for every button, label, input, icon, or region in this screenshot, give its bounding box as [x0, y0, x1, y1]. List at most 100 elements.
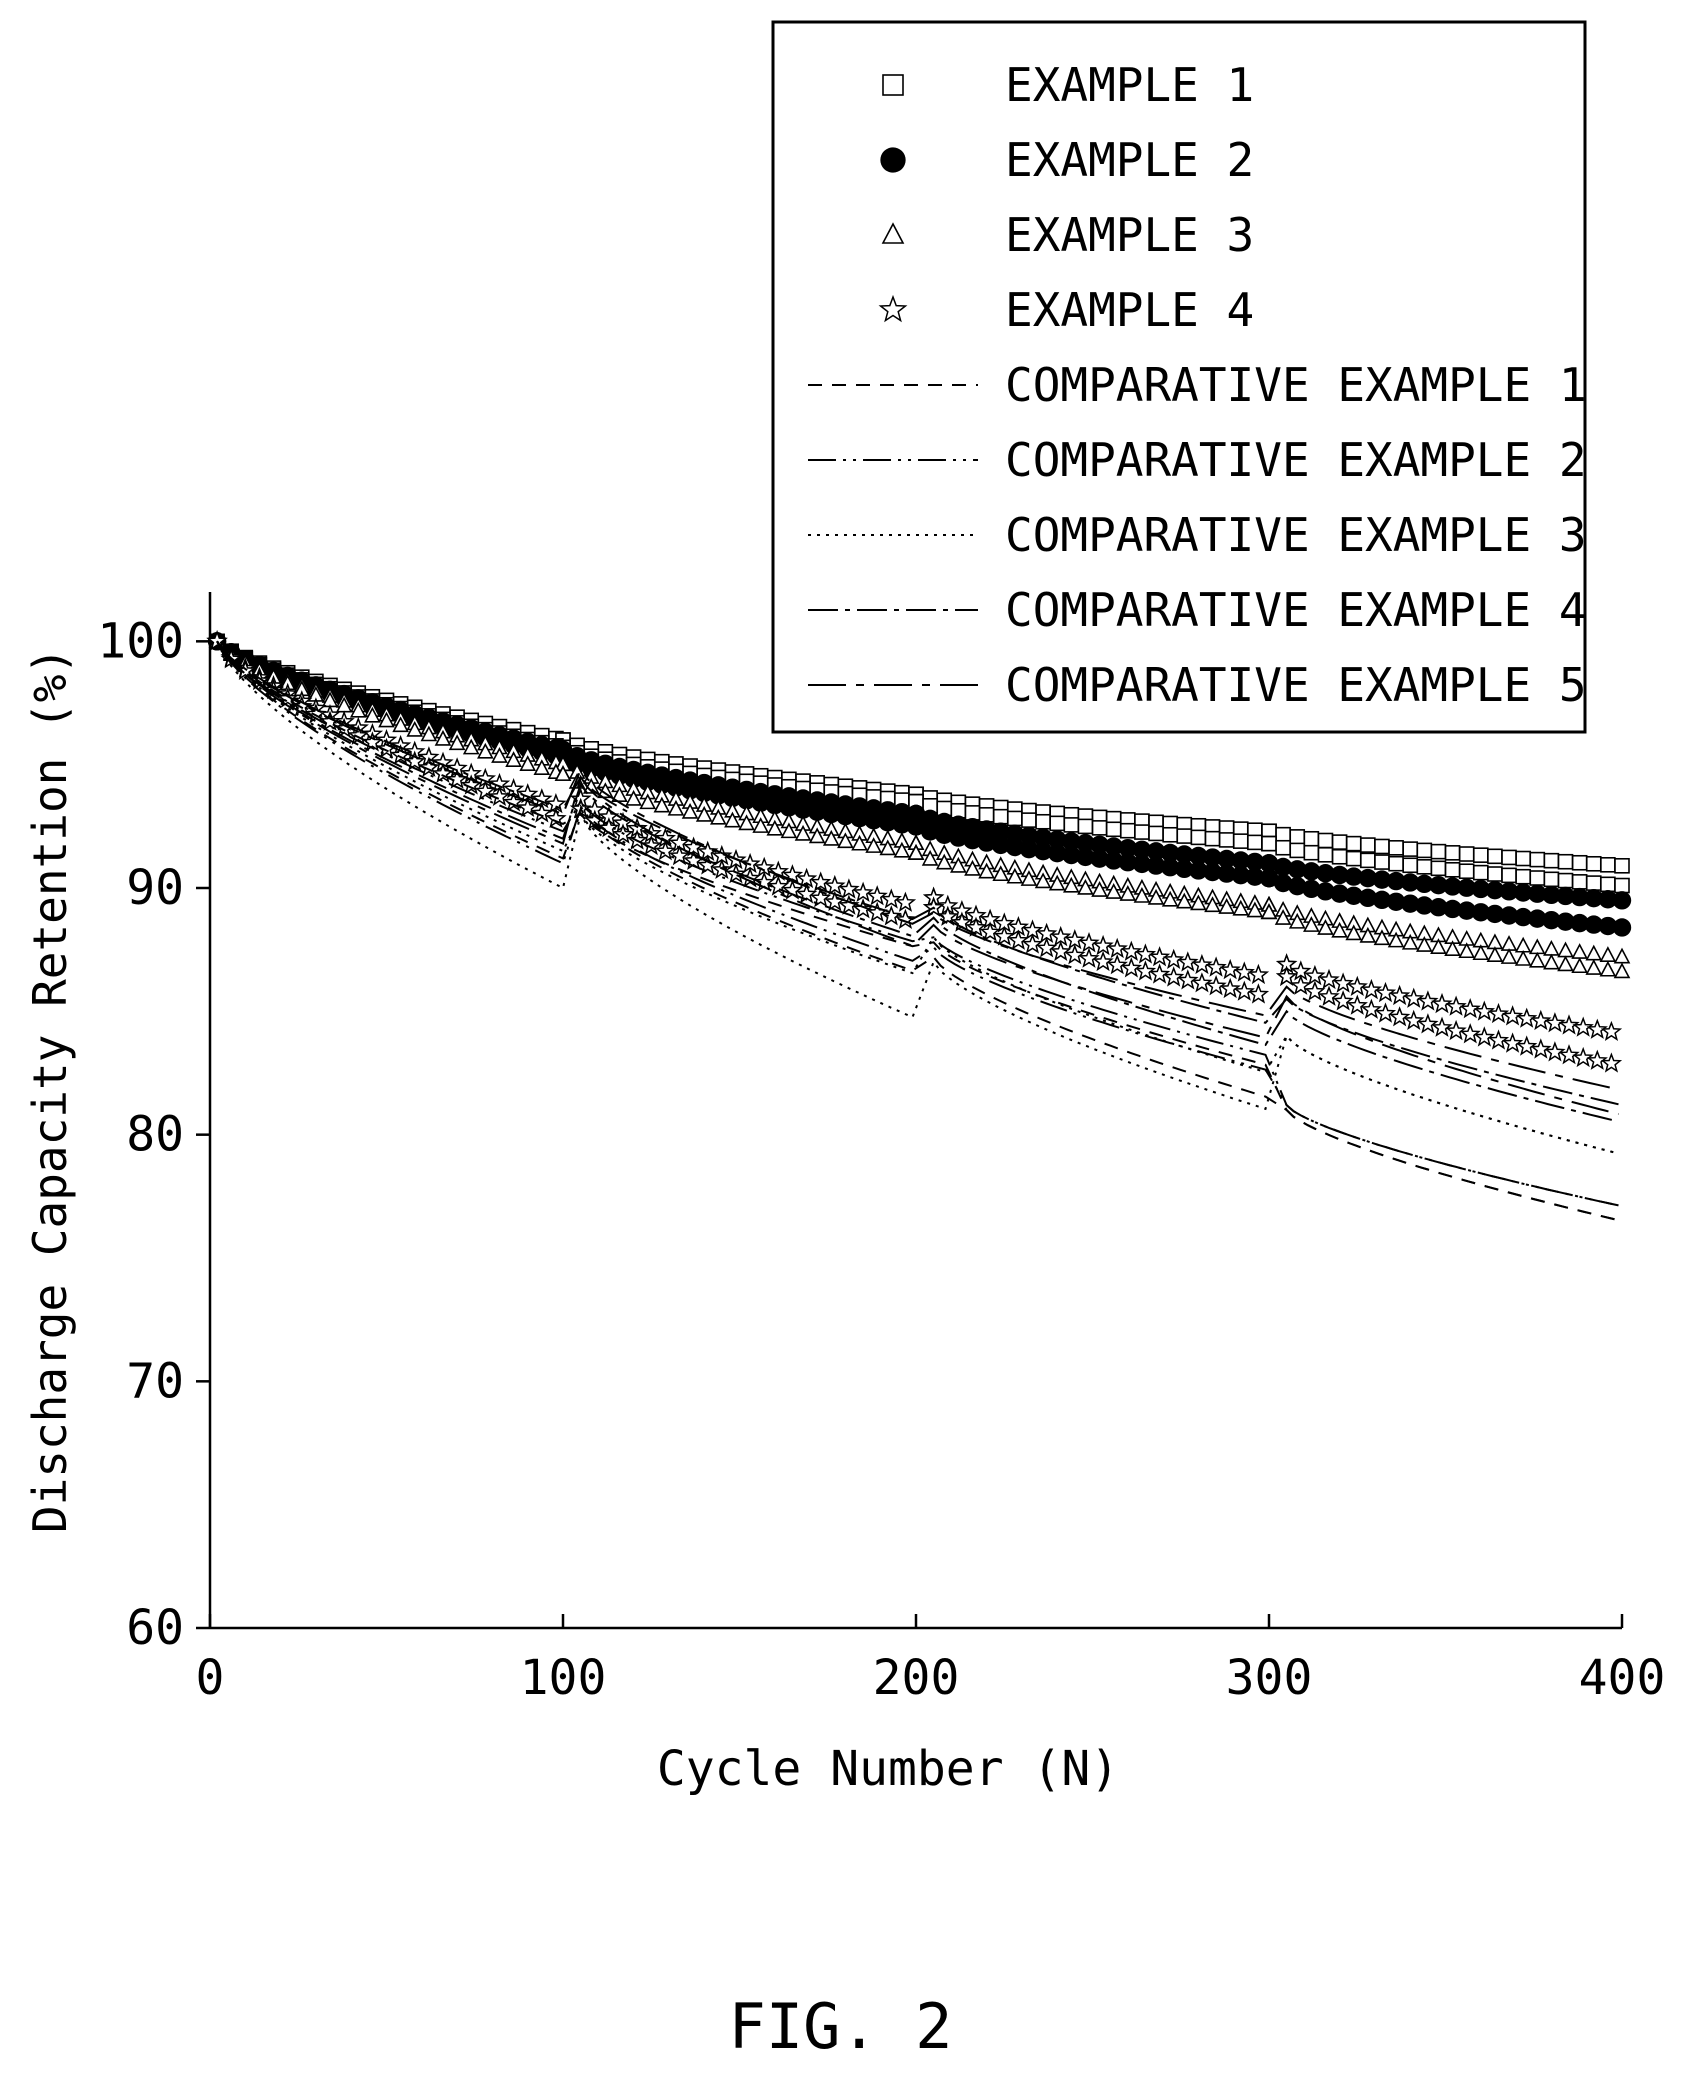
data-point	[349, 701, 367, 718]
data-point	[1344, 886, 1363, 905]
data-point	[1077, 818, 1094, 835]
data-point	[850, 808, 869, 828]
y-tick-label: 100	[97, 613, 184, 669]
data-point	[1134, 960, 1157, 981]
legend-label: EXAMPLE 2	[1005, 133, 1254, 187]
legend-label: COMPARATIVE EXAMPLE 2	[1005, 433, 1587, 487]
data-point	[1132, 840, 1152, 859]
data-point	[807, 802, 827, 821]
data-point	[652, 775, 672, 795]
data-point	[1514, 936, 1532, 953]
data-point	[1584, 915, 1603, 934]
data-point	[1118, 852, 1138, 872]
series-line	[216, 640, 1619, 1123]
data-point	[1232, 833, 1249, 849]
data-point	[1302, 879, 1321, 899]
data-point	[1473, 864, 1489, 881]
data-point	[1515, 1035, 1538, 1056]
data-point	[1514, 949, 1532, 966]
data-point	[963, 817, 982, 837]
data-point	[1160, 858, 1180, 877]
data-point	[992, 865, 1010, 882]
data-point	[1233, 980, 1255, 1001]
data-point	[1317, 919, 1334, 935]
data-point	[1062, 832, 1081, 851]
data-point	[935, 812, 954, 832]
data-point	[1304, 980, 1326, 1001]
data-point	[1360, 978, 1383, 1000]
data-point	[448, 734, 466, 751]
data-point	[1415, 874, 1434, 894]
data-point	[1118, 838, 1138, 858]
data-point	[624, 769, 643, 789]
data-point	[695, 805, 713, 822]
data-point	[406, 720, 424, 737]
data-point	[1444, 940, 1461, 957]
legend-entry: EXAMPLE 3	[881, 208, 1254, 262]
data-point	[1557, 872, 1574, 889]
data-point	[1246, 901, 1264, 918]
data-point	[892, 815, 912, 834]
data-point	[1317, 832, 1334, 849]
data-point	[977, 820, 996, 839]
data-point	[907, 844, 925, 860]
data-point	[1358, 868, 1378, 888]
data-point	[1543, 871, 1560, 888]
data-point	[1346, 994, 1368, 1015]
data-point	[1345, 850, 1362, 867]
data-point	[1005, 824, 1025, 843]
data-point	[1330, 884, 1349, 903]
data-point	[1599, 946, 1617, 962]
data-point	[894, 891, 917, 912]
data-point	[1106, 937, 1128, 959]
data-point	[1515, 850, 1531, 867]
x-tick-label: 0	[196, 1650, 225, 1706]
data-point	[993, 925, 1015, 946]
legend-marker	[881, 222, 905, 244]
data-point	[978, 807, 995, 823]
data-point	[488, 785, 511, 807]
data-point	[1499, 906, 1519, 925]
data-point	[1572, 1046, 1594, 1068]
data-point	[935, 825, 954, 844]
data-point	[1148, 963, 1171, 984]
data-point	[1302, 862, 1321, 881]
data-point	[1005, 837, 1025, 857]
data-point	[1275, 965, 1298, 986]
series-line	[216, 640, 1619, 1207]
data-point	[1389, 984, 1411, 1006]
data-point	[1613, 962, 1631, 979]
series-line	[216, 640, 1619, 1106]
data-point	[1119, 885, 1137, 901]
data-point	[1162, 948, 1185, 969]
data-point	[1416, 859, 1433, 875]
data-point	[1191, 972, 1213, 993]
data-point	[766, 819, 784, 836]
data-point	[1288, 876, 1307, 896]
data-point	[767, 875, 790, 896]
data-point	[1318, 968, 1340, 990]
data-point	[375, 737, 398, 759]
data-point	[725, 863, 747, 884]
data-point	[1585, 875, 1602, 891]
data-point	[1033, 828, 1053, 847]
data-point	[1501, 1005, 1524, 1026]
legend-entry: COMPARATIVE EXAMPLE 2	[808, 433, 1587, 487]
data-point	[1175, 859, 1194, 879]
data-point	[808, 827, 826, 844]
data-point	[1487, 866, 1503, 882]
series-layer	[206, 630, 1632, 1222]
data-point	[1106, 954, 1128, 975]
data-point	[1558, 1044, 1580, 1065]
legend-marker	[880, 147, 906, 173]
data-point	[1148, 946, 1171, 967]
data-point	[1401, 873, 1420, 892]
legend-label: COMPARATIVE EXAMPLE 5	[1005, 658, 1587, 712]
data-point	[1459, 1023, 1481, 1044]
data-point	[1019, 839, 1039, 859]
data-point	[1203, 862, 1222, 882]
data-point	[1261, 835, 1277, 852]
data-point	[893, 841, 911, 858]
data-point	[1090, 849, 1109, 868]
